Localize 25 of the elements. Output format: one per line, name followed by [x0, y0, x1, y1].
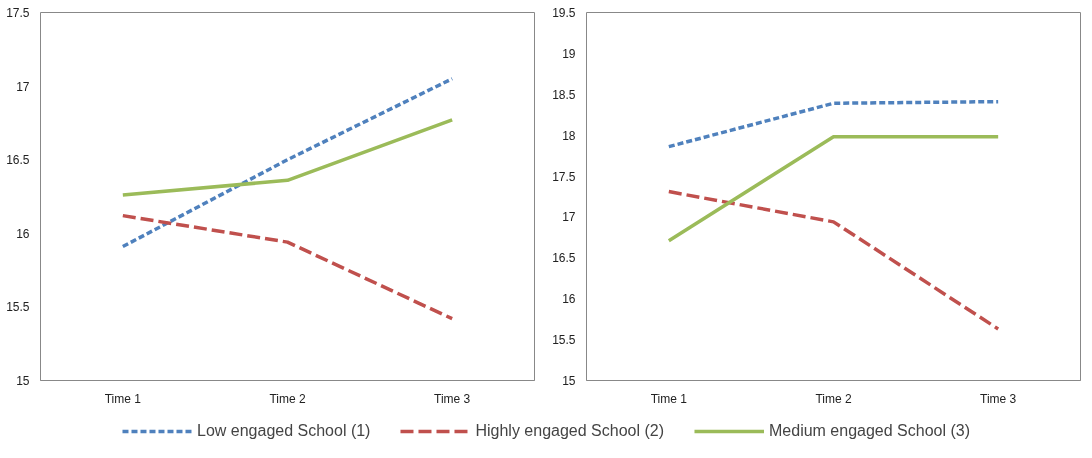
- y-tick-label: 18: [562, 128, 576, 143]
- y-tick-label: 16: [16, 226, 30, 241]
- x-tick-label: Time 1: [650, 391, 688, 406]
- y-tick-label: 17: [562, 210, 576, 225]
- x-tick-label: Time 2: [815, 391, 852, 406]
- y-tick-label: 16.5: [552, 251, 576, 266]
- x-tick-label: Time 3: [434, 391, 471, 406]
- y-tick-label: 19.5: [552, 6, 576, 20]
- y-tick-label: 17.5: [552, 169, 576, 184]
- y-tick-label: 15.5: [552, 333, 576, 348]
- y-tick-label: 17: [16, 79, 30, 94]
- y-tick-label: 15.5: [6, 300, 30, 315]
- y-tick-label: 17.5: [6, 6, 30, 20]
- legend-label: Medium engaged School (3): [769, 422, 971, 440]
- legend-label: Highly engaged School (2): [475, 422, 664, 440]
- x-tick-label: Time 2: [269, 391, 306, 406]
- y-tick-label: 16: [562, 292, 576, 307]
- legend-label: Low engaged School (1): [196, 422, 371, 440]
- x-tick-label: Time 1: [104, 391, 142, 406]
- y-tick-label: 18.5: [552, 87, 576, 102]
- x-tick-label: Time 3: [980, 391, 1017, 406]
- y-tick-label: 16.5: [6, 153, 30, 168]
- y-tick-label: 15: [562, 374, 576, 388]
- y-tick-label: 15: [16, 374, 30, 388]
- y-tick-label: 19: [562, 46, 576, 61]
